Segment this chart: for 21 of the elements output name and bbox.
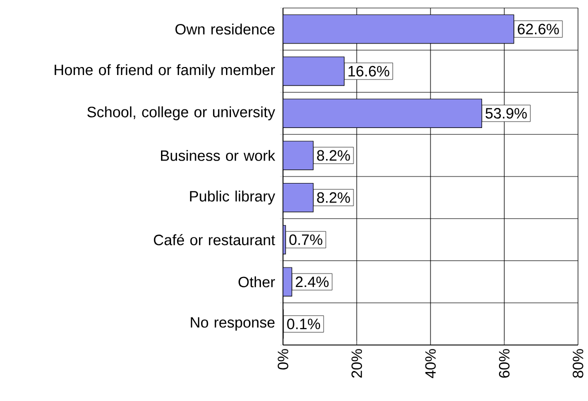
y-tick-label: Other (238, 276, 275, 288)
data-label: 62.6% (518, 24, 559, 34)
data-label: 0.1% (287, 318, 320, 330)
x-tick-label: 40% (425, 349, 436, 378)
y-tick-label: No response (190, 317, 275, 331)
x-tick-label: 60% (498, 349, 510, 378)
data-label: 53.9% (486, 108, 527, 119)
y-tick-label: Home of friend or family member (54, 64, 275, 78)
y-tick-label: School, college or university (87, 106, 276, 120)
data-label: 0.7% (289, 234, 322, 245)
data-label: 16.6% (348, 66, 390, 76)
data-label: 8.2% (317, 192, 350, 203)
data-label: 8.2% (317, 150, 350, 161)
x-tick-label: 20% (351, 349, 362, 378)
y-tick-label: Business or work (161, 150, 276, 161)
x-tick-label: 80% (572, 349, 584, 378)
y-tick-label: Café or restaurant (154, 234, 276, 246)
y-tick-label: Public library (190, 190, 276, 205)
y-tick-label: Own residence (175, 24, 275, 35)
x-tick-label: 0% (278, 349, 288, 370)
data-label: 2.4% (296, 276, 329, 288)
